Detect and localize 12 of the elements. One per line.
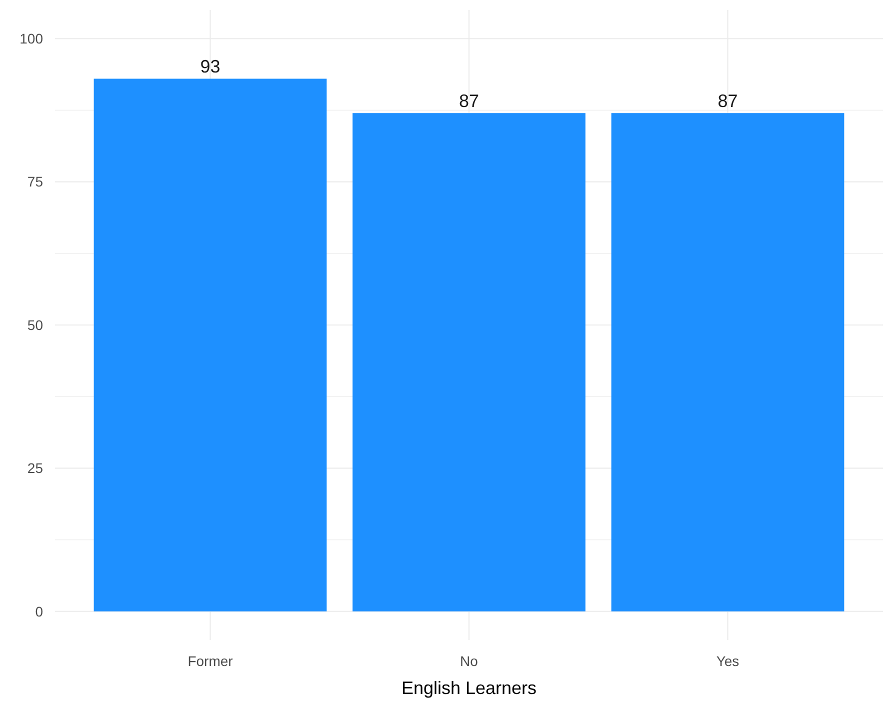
y-tick-label: 50 [27, 316, 44, 333]
x-tick-label: No [460, 653, 478, 669]
x-tick-label: Former [188, 653, 234, 669]
data-label: 87 [458, 91, 480, 112]
data-label: 87 [718, 91, 738, 112]
y-tick-label: 25 [27, 460, 44, 476]
x-tick-label: Yes [716, 653, 740, 669]
y-tick-label: 75 [27, 174, 44, 190]
data-label: 93 [200, 56, 220, 77]
y-tick-label: 0 [35, 603, 44, 620]
y-tick-label: 100 [20, 30, 44, 47]
x-axis-title: English Learners [401, 678, 537, 698]
